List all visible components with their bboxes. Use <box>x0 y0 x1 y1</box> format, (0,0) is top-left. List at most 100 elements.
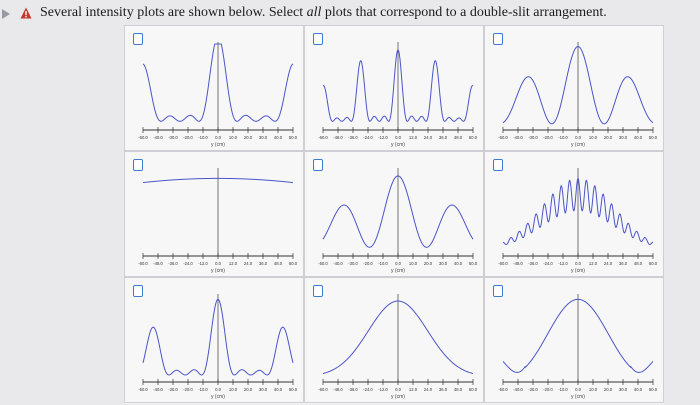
plot-checkbox-2[interactable] <box>313 33 323 45</box>
x-tick-label: 0.0 <box>215 387 221 392</box>
x-tick-label: -48.0 <box>333 387 343 392</box>
x-tick-label: -40.0 <box>513 135 523 140</box>
intensity-curve <box>142 298 294 376</box>
x-tick-label: 48.0 <box>454 387 463 392</box>
x-tick-label: 0.0 <box>215 135 221 140</box>
play-triangle-icon[interactable] <box>2 9 10 19</box>
x-tick-label: 50.0 <box>649 387 658 392</box>
x-tick-label: 30.0 <box>619 135 628 140</box>
x-tick-label: 50.0 <box>289 135 298 140</box>
x-axis-label: y (cm) <box>391 142 405 148</box>
x-tick-label: 30.0 <box>259 135 268 140</box>
x-axis-label: y (cm) <box>571 394 585 400</box>
x-tick-label: 20.0 <box>604 387 613 392</box>
plot-cell-3: -50.0 -40.0 -30.0 -20.0 -10.0 0.0 10.0 20.0 30.0… <box>484 25 664 151</box>
x-tick-label: 24.0 <box>424 387 433 392</box>
x-tick-label: -40.0 <box>513 387 523 392</box>
x-tick-label: -12.0 <box>198 261 208 266</box>
x-tick-label: 0.0 <box>215 261 221 266</box>
x-tick-label: 60.0 <box>289 261 298 266</box>
intensity-plot-2: -60.0 -48.0 -36.0 -24.0 -12.0 0.0 12.0 24.0 36.0… <box>318 42 478 148</box>
intensity-plot-1: -50.0 -40.0 -30.0 -20.0 -10.0 0.0 10.0 20.0 30.0… <box>138 42 298 148</box>
x-tick-label: 48.0 <box>634 261 643 266</box>
intensity-curve <box>322 300 474 375</box>
x-tick-label: 12.0 <box>409 387 418 392</box>
plot-cell-9: -50.0 -40.0 -30.0 -20.0 -10.0 0.0 10.0 20.0 30.0… <box>484 277 664 403</box>
x-tick-label: -36.0 <box>168 261 178 266</box>
x-tick-label: 20.0 <box>604 135 613 140</box>
plot-checkbox-6[interactable] <box>493 159 503 171</box>
x-tick-label: 40.0 <box>274 387 283 392</box>
x-tick-label: -24.0 <box>363 387 373 392</box>
x-tick-label: -48.0 <box>153 261 163 266</box>
x-tick-label: 36.0 <box>439 135 448 140</box>
x-tick-label: -48.0 <box>513 261 523 266</box>
intensity-plot-6: -60.0 -48.0 -36.0 -24.0 -12.0 0.0 12.0 24.0 36.0… <box>498 168 658 274</box>
intensity-curve <box>502 298 654 373</box>
intensity-curve <box>322 49 474 122</box>
x-tick-label: 10.0 <box>229 135 238 140</box>
plot-cell-7: -50.0 -40.0 -30.0 -20.0 -10.0 0.0 10.0 20.0 30.0… <box>124 277 304 403</box>
x-tick-label: 30.0 <box>619 387 628 392</box>
intensity-plot-5: -50.0 -40.0 -30.0 -20.0 -10.0 0.0 10.0 20.0 30.0… <box>318 168 478 274</box>
x-tick-label: 60.0 <box>469 387 478 392</box>
plot-grid: -50.0 -40.0 -30.0 -20.0 -10.0 0.0 10.0 20.0 30.0… <box>124 25 664 404</box>
intensity-plot-3: -50.0 -40.0 -30.0 -20.0 -10.0 0.0 10.0 20.0 30.0… <box>498 42 658 148</box>
x-tick-label: 40.0 <box>634 387 643 392</box>
x-axis-label: y (cm) <box>211 394 225 400</box>
intensity-plot-4: -60.0 -48.0 -36.0 -24.0 -12.0 0.0 12.0 24.0 36.0… <box>138 168 298 274</box>
plot-checkbox-1[interactable] <box>133 33 143 45</box>
x-axis-label: y (cm) <box>391 394 405 400</box>
plot-checkbox-4[interactable] <box>133 159 143 171</box>
plot-checkbox-8[interactable] <box>313 285 323 297</box>
x-tick-label: -24.0 <box>183 261 193 266</box>
x-tick-label: 50.0 <box>289 387 298 392</box>
plot-checkbox-7[interactable] <box>133 285 143 297</box>
x-tick-label: 24.0 <box>244 261 253 266</box>
x-tick-label: 0.0 <box>395 387 401 392</box>
x-tick-label: 48.0 <box>454 135 463 140</box>
x-tick-label: -50.0 <box>498 387 508 392</box>
x-tick-label: -10.0 <box>378 261 388 266</box>
x-axis-label: y (cm) <box>571 142 585 148</box>
plot-checkbox-9[interactable] <box>493 285 503 297</box>
intensity-curve <box>322 175 474 248</box>
x-tick-label: 24.0 <box>424 135 433 140</box>
x-tick-label: 10.0 <box>589 387 598 392</box>
x-tick-label: -20.0 <box>183 135 193 140</box>
plot-cell-4: -60.0 -48.0 -36.0 -24.0 -12.0 0.0 12.0 24.0 36.0… <box>124 151 304 277</box>
plot-checkbox-3[interactable] <box>493 33 503 45</box>
warning-icon <box>20 7 32 19</box>
x-tick-label: -40.0 <box>153 135 163 140</box>
plot-cell-8: -60.0 -48.0 -36.0 -24.0 -12.0 0.0 12.0 24.0 36.0… <box>304 277 484 403</box>
x-tick-label: 40.0 <box>274 135 283 140</box>
x-tick-label: 0.0 <box>395 261 401 266</box>
intensity-plot-9: -50.0 -40.0 -30.0 -20.0 -10.0 0.0 10.0 20.0 30.0… <box>498 294 658 400</box>
x-tick-label: 60.0 <box>469 135 478 140</box>
question-header: Several intensity plots are shown below.… <box>0 0 700 26</box>
x-axis-label: y (cm) <box>571 268 585 274</box>
x-tick-label: -24.0 <box>543 261 553 266</box>
x-tick-label: 0.0 <box>575 135 581 140</box>
intensity-curve <box>502 177 654 246</box>
x-tick-label: -20.0 <box>363 261 373 266</box>
x-tick-label: -30.0 <box>528 135 538 140</box>
x-tick-label: -40.0 <box>153 387 163 392</box>
x-tick-label: 50.0 <box>649 135 658 140</box>
x-tick-label: -50.0 <box>498 135 508 140</box>
x-tick-label: -12.0 <box>558 261 568 266</box>
x-tick-label: 36.0 <box>619 261 628 266</box>
x-tick-label: 30.0 <box>259 387 268 392</box>
x-tick-label: 0.0 <box>395 135 401 140</box>
x-tick-label: -10.0 <box>558 387 568 392</box>
x-tick-label: -10.0 <box>558 135 568 140</box>
x-tick-label: 10.0 <box>229 387 238 392</box>
x-axis-label: y (cm) <box>211 142 225 148</box>
plot-checkbox-5[interactable] <box>313 159 323 171</box>
x-tick-label: -60.0 <box>318 135 328 140</box>
x-tick-label: -20.0 <box>543 135 553 140</box>
x-tick-label: -50.0 <box>318 261 328 266</box>
x-tick-label: -36.0 <box>528 261 538 266</box>
x-tick-label: -60.0 <box>498 261 508 266</box>
question-emphasis: all <box>306 5 322 20</box>
